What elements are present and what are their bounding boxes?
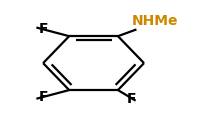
Text: F: F <box>39 90 49 104</box>
Text: F: F <box>39 22 49 36</box>
Text: F: F <box>127 92 136 106</box>
Text: NHMe: NHMe <box>132 14 178 28</box>
